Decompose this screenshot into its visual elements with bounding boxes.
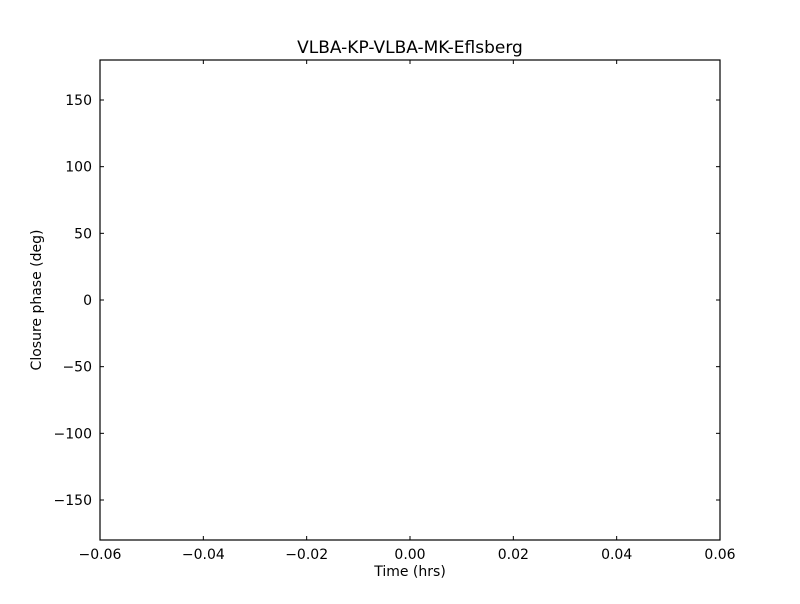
y-tick-label: −100 (54, 426, 92, 442)
y-tick-label: 100 (65, 160, 92, 176)
x-tick-label: 0.00 (394, 547, 425, 563)
x-tick-label: −0.02 (285, 547, 328, 563)
y-tick-label: 50 (74, 226, 92, 242)
y-tick-label: 150 (65, 93, 92, 109)
x-tick-label: −0.06 (79, 547, 122, 563)
y-tick-label: −150 (54, 493, 92, 509)
chart-title: VLBA-KP-VLBA-MK-Eflsberg (297, 38, 523, 58)
y-tick-label: −50 (62, 360, 92, 376)
axis-ticks: −0.06 −0.04 −0.02 0.00 0.02 0.04 0.06 −150 −100 −… (54, 60, 736, 563)
y-axis-label: Closure phase (deg) (29, 230, 45, 371)
y-tick-label: 0 (83, 293, 92, 309)
x-tick-label: 0.04 (601, 547, 632, 563)
x-axis-label: Time (hrs) (373, 564, 446, 580)
plot-area-frame (99, 59, 721, 541)
x-tick-label: −0.04 (182, 547, 225, 563)
x-tick-label: 0.06 (704, 547, 735, 563)
x-tick-label: 0.02 (498, 547, 529, 563)
